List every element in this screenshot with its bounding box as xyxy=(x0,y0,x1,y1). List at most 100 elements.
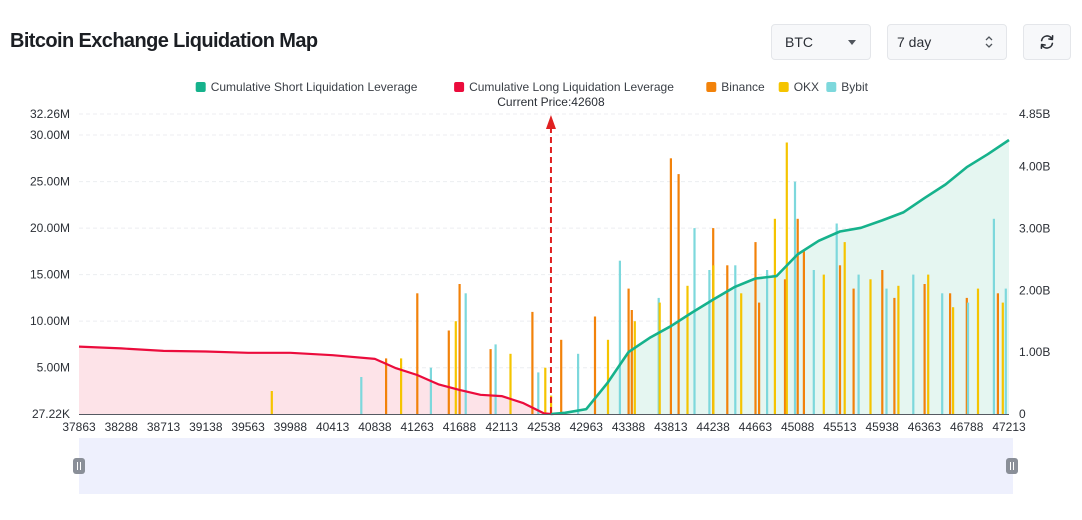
symbol-select[interactable]: BTC xyxy=(771,24,871,60)
range-select-value: 7 day xyxy=(897,34,932,50)
y-right-tick-label: 1.00B xyxy=(1019,345,1050,359)
bar-binance xyxy=(593,316,597,414)
legend-item[interactable]: Cumulative Short Liquidation Leverage xyxy=(195,80,418,94)
zoom-handle-right[interactable] xyxy=(1006,458,1018,474)
bar-bybit xyxy=(360,377,363,414)
long-liquidation-area xyxy=(79,346,551,414)
bar-binance xyxy=(416,293,419,414)
x-tick-label: 44663 xyxy=(739,420,773,434)
bar-okx xyxy=(785,142,788,414)
bar-okx xyxy=(822,274,825,414)
x-tick-label: 42538 xyxy=(527,420,561,434)
bar-binance xyxy=(783,279,787,414)
legend-swatch xyxy=(826,82,837,92)
y-left-tick-label: 20.00M xyxy=(30,221,70,235)
bar-bybit xyxy=(857,274,860,414)
bar-bybit xyxy=(912,274,915,414)
x-tick-label: 44238 xyxy=(696,420,730,434)
zoom-slider-track xyxy=(79,438,1013,494)
x-tick-label: 38288 xyxy=(105,420,139,434)
y-left-tick-label: 5.00M xyxy=(37,361,70,375)
bar-binance xyxy=(447,330,450,414)
bar-bybit xyxy=(835,223,838,414)
bar-okx xyxy=(544,367,547,414)
bar-binance xyxy=(531,311,534,414)
bar-binance xyxy=(838,265,842,414)
bar-bybit xyxy=(693,228,696,414)
x-tick-label: 43813 xyxy=(654,420,688,434)
legend-item[interactable]: OKX xyxy=(778,80,819,94)
bar-binance xyxy=(881,270,884,414)
x-tick-label: 46363 xyxy=(908,420,942,434)
y-left-tick-label: 15.00M xyxy=(30,268,70,282)
x-tick-label: 42113 xyxy=(485,420,518,434)
bar-bybit xyxy=(708,270,711,414)
range-select[interactable]: 7 day xyxy=(887,24,1007,60)
x-tick-label: 45513 xyxy=(823,420,857,434)
bar-binance xyxy=(458,284,461,414)
bar-binance xyxy=(560,339,563,414)
bar-okx xyxy=(897,285,900,414)
bar-okx xyxy=(633,321,636,414)
bar-binance xyxy=(949,293,952,414)
bar-binance xyxy=(669,158,672,414)
x-tick-label: 45088 xyxy=(781,420,815,434)
bar-binance xyxy=(758,302,761,414)
legend-swatch xyxy=(706,82,717,92)
bar-binance xyxy=(754,242,757,414)
legend-item[interactable]: Bybit xyxy=(826,80,869,94)
bar-binance xyxy=(385,358,388,414)
x-tick-label: 40413 xyxy=(316,420,350,434)
refresh-icon xyxy=(1040,35,1054,49)
legend-label: OKX xyxy=(794,80,819,94)
y-right-tick-label: 4.85B xyxy=(1019,107,1050,121)
y-right-tick-label: 3.00B xyxy=(1019,221,1050,235)
bar-bybit xyxy=(537,372,540,414)
bar-binance xyxy=(996,293,999,414)
bar-bybit xyxy=(992,218,995,414)
y-left-tick-label: 10.00M xyxy=(30,314,70,328)
bar-okx xyxy=(976,288,980,414)
y-left-tick-label: 27.22K xyxy=(32,407,70,421)
bar-binance xyxy=(965,297,968,414)
updown-icon xyxy=(985,36,993,48)
x-tick-label: 39563 xyxy=(231,420,265,434)
y-right-tick-label: 4.00B xyxy=(1019,160,1050,174)
bar-okx xyxy=(869,279,872,414)
bar-bybit xyxy=(618,260,621,414)
legend-label: Cumulative Long Liquidation Leverage xyxy=(469,80,674,94)
zoom-handle-left[interactable] xyxy=(73,458,85,474)
x-tick-label: 43388 xyxy=(612,420,646,434)
bar-bybit xyxy=(966,302,970,414)
x-tick-label: 47213 xyxy=(992,420,1026,434)
legend-item[interactable]: Cumulative Long Liquidation Leverage xyxy=(454,80,674,94)
legend-item[interactable]: Binance xyxy=(706,80,765,94)
bar-okx xyxy=(773,218,776,414)
legend-label: Cumulative Short Liquidation Leverage xyxy=(211,80,418,94)
bar-bybit xyxy=(793,181,797,414)
legend-label: Binance xyxy=(721,80,765,94)
bar-okx xyxy=(712,265,715,414)
caret-down-icon xyxy=(848,40,856,45)
bar-bybit xyxy=(766,270,769,414)
bar-okx xyxy=(400,358,403,414)
x-tick-label: 45938 xyxy=(865,420,899,434)
y-right-tick-label: 2.00B xyxy=(1019,283,1050,297)
bar-binance xyxy=(677,174,680,414)
bar-bybit xyxy=(1004,288,1007,414)
y-left-tick-label: 32.26M xyxy=(30,107,70,121)
refresh-button[interactable] xyxy=(1023,24,1071,60)
legend-swatch xyxy=(778,82,789,92)
x-tick-label: 41263 xyxy=(400,420,434,434)
bar-okx xyxy=(1001,302,1004,414)
bar-bybit xyxy=(494,344,497,414)
symbol-select-value: BTC xyxy=(785,34,813,50)
legend-swatch xyxy=(454,82,465,92)
bar-binance xyxy=(802,251,805,414)
x-tick-label: 46788 xyxy=(950,420,984,434)
bar-okx xyxy=(606,339,610,414)
y-left-tick-label: 25.00M xyxy=(30,175,70,189)
bar-bybit xyxy=(734,265,737,414)
bar-okx xyxy=(686,285,689,414)
x-tick-label: 38713 xyxy=(147,420,181,434)
